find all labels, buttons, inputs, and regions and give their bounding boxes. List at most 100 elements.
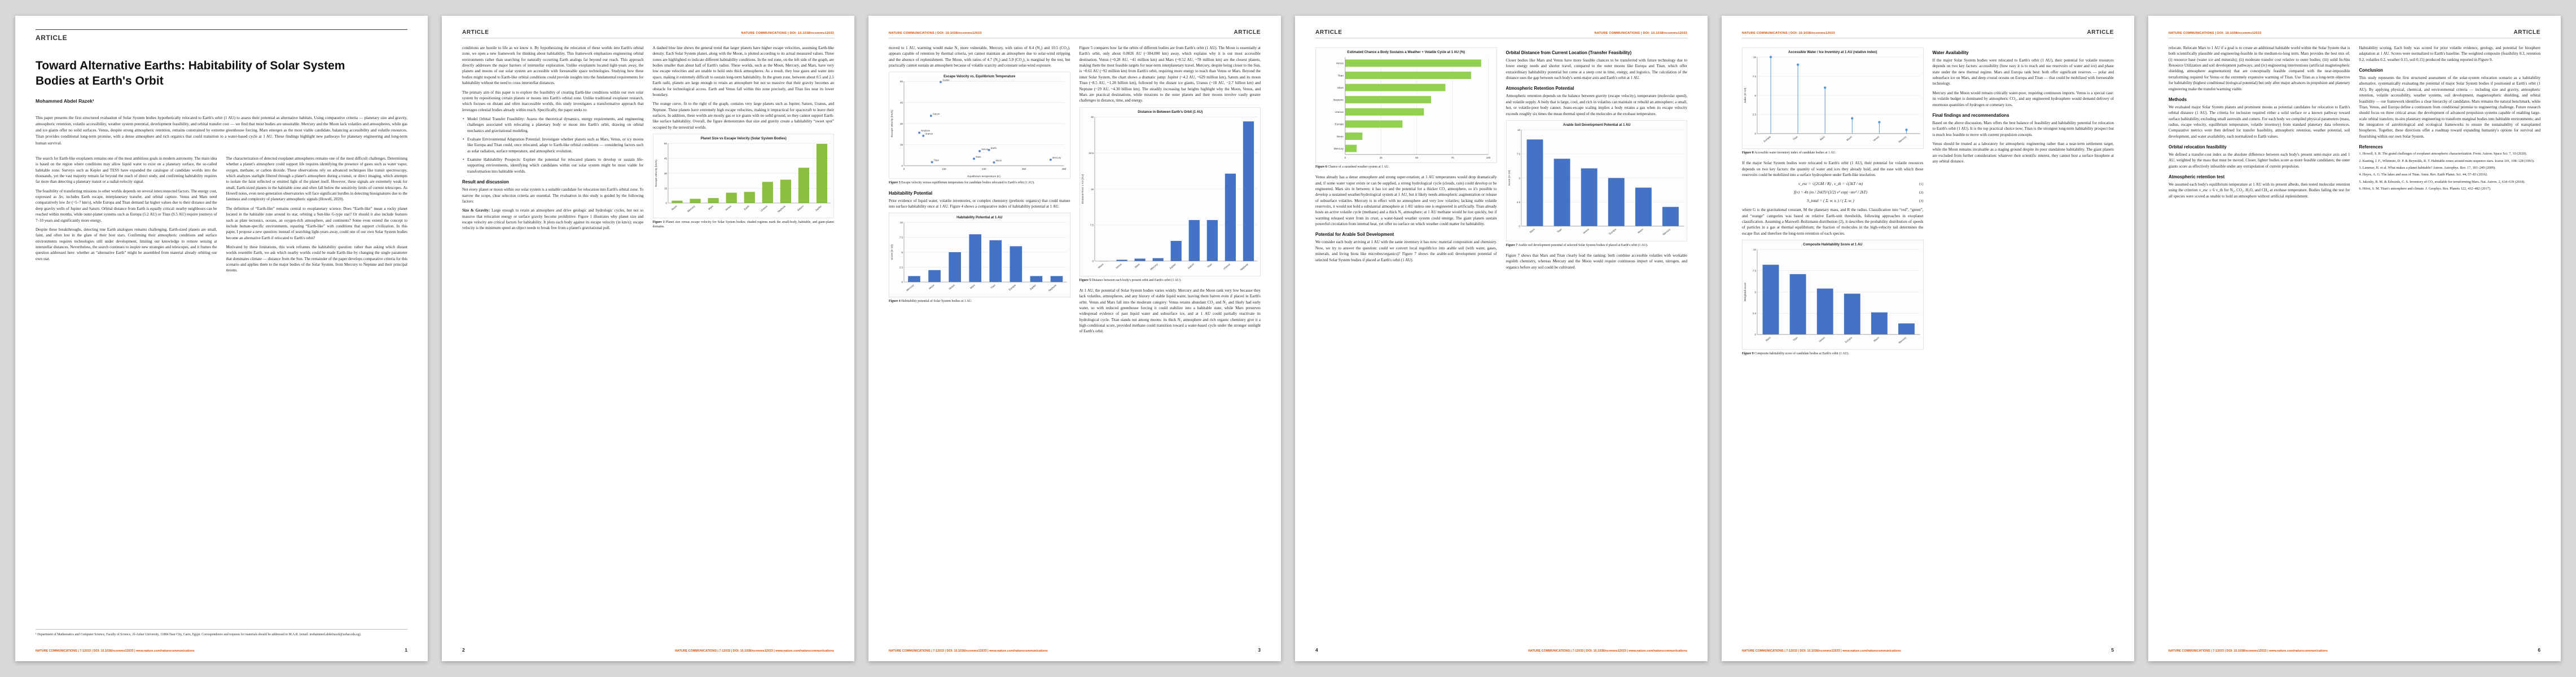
bullet-item: Evaluate Environmental Adaptation Potent…	[462, 137, 644, 154]
svg-text:Mars: Mars	[969, 284, 976, 290]
svg-text:Europa: Europa	[1008, 284, 1017, 291]
page-number: 5	[2111, 647, 2114, 653]
reference-item: 6. Hörst, S. M. Titan's atmosphere and c…	[2359, 187, 2491, 191]
equation-3: S_total = ( Σᵢ wᵢ xᵢ ) / ( Σᵢ wᵢ ) (3)	[1742, 199, 1923, 203]
column-right: Habitability scoring. Each body was scor…	[2359, 45, 2541, 203]
journal-doi-header: NATURE COMMUNICATIONS | DOI: 10.1038/nco…	[1742, 32, 1835, 35]
page-3: NATURE COMMUNICATIONS | DOI: 10.1038/nco…	[868, 16, 1281, 661]
section-heading: Methods	[2169, 96, 2187, 102]
page-number: 6	[2538, 647, 2540, 653]
equation-2: f(v) = 4π (m / 2πkT)^(3/2) v² exp(−mv² /…	[1742, 190, 1924, 195]
svg-text:Escape velocity (km/s): Escape velocity (km/s)	[890, 110, 894, 137]
svg-text:10: 10	[900, 221, 903, 224]
journal-footer-text: NATURE COMMUNICATIONS | 7:12033 | DOI: 1…	[2169, 649, 2328, 653]
body-paragraph: The orange curve, fit to the right of th…	[652, 102, 835, 130]
page-6: NATURE COMMUNICATIONS | DOI: 10.1038/nco…	[2148, 16, 2561, 661]
article-label: ARTICLE	[1315, 29, 1342, 36]
body-paragraph: Size & Gravity: Large enough to retain a…	[462, 208, 644, 231]
body-paragraph: A dashed blue line shows the general tre…	[652, 46, 835, 97]
svg-text:60: 60	[664, 142, 666, 145]
svg-text:Saturn: Saturn	[933, 113, 940, 116]
svg-text:Mercury: Mercury	[1898, 135, 1907, 143]
svg-text:Uranus: Uranus	[925, 133, 933, 135]
svg-text:Mars: Mars	[1134, 262, 1140, 269]
svg-text:Mars: Mars	[976, 156, 981, 159]
equation-number: (2)	[1919, 190, 1924, 195]
section-heading: Water Availability	[1932, 50, 1969, 55]
body-paragraph: We defined a transfer-cost index as the …	[2169, 152, 2350, 169]
page-footer: NATURE COMMUNICATIONS | 7:12033 | DOI: 1…	[462, 647, 834, 653]
svg-text:0: 0	[1519, 225, 1520, 228]
figure-8: Accessible Water / Ice Inventory at 1 AU…	[1742, 47, 1924, 155]
svg-text:Composite Habitability Score a: Composite Habitability Score at 1 AU	[1803, 243, 1862, 247]
svg-text:Europa: Europa	[1845, 336, 1853, 344]
paper-title: Toward Alternative Earths: Habitability …	[36, 59, 345, 87]
svg-text:Titan: Titan	[990, 284, 996, 289]
page-header: ARTICLE NATURE COMMUNICATIONS | DOI: 10.…	[1315, 29, 1687, 38]
svg-text:Moon: Moon	[1873, 336, 1880, 342]
section-heading: Result and discussion	[462, 179, 509, 185]
body-paragraph: Motivated by these limitations, this wor…	[226, 244, 408, 273]
figure-4: Habitability Potential at 1 AU 0 2.5 5 7.5 10…	[889, 213, 1070, 304]
figure-1: Planet Size vs Escape Velocity (Solar Sy…	[652, 134, 834, 229]
body-paragraph: If the major Solar System bodies were re…	[1742, 161, 1924, 177]
svg-text:Weighted score: Weighted score	[1744, 283, 1747, 301]
svg-text:2.5: 2.5	[899, 266, 903, 269]
body-paragraph: The search for Earth-like exoplanets rem…	[36, 156, 217, 184]
reference-item: 1. Howell, S. B. The grand challenges of…	[2359, 152, 2527, 156]
figure-8-chart: Accessible Water / Ice Inventory at 1 AU…	[1742, 47, 1924, 149]
svg-text:Distance from 1 AU (AU): Distance from 1 AU (AU)	[1081, 174, 1084, 204]
page-number: 2	[462, 647, 465, 653]
column-right: The characterization of detected exoplan…	[226, 156, 408, 277]
body-paragraph: Figure 5 compares how far the orbits of …	[1079, 46, 1261, 103]
column-right: A dashed blue line shows the general tre…	[652, 45, 835, 235]
reference-item: 4. Hayes, A. G. The lakes and seas of Ti…	[2359, 173, 2488, 177]
svg-text:Venus: Venus	[1872, 135, 1880, 142]
svg-text:Neptune: Neptune	[921, 130, 931, 133]
inline-heading: Size & Gravity:	[462, 208, 490, 213]
svg-text:Index (0–10): Index (0–10)	[1744, 87, 1747, 103]
svg-text:0: 0	[1345, 156, 1346, 159]
body-paragraph: Figure 7 shows that Mars and Titan clear…	[1506, 253, 1688, 270]
svg-text:5: 5	[901, 251, 903, 254]
svg-text:Saturn: Saturn	[1187, 262, 1195, 270]
section-heading: References	[2359, 144, 2383, 150]
svg-text:0: 0	[1754, 333, 1756, 336]
svg-text:Moon: Moon	[995, 159, 1002, 162]
reference-item: 3. Lammer, H. et al. What makes a planet…	[2359, 166, 2496, 170]
svg-text:Jupiter: Jupiter	[814, 205, 822, 212]
svg-text:0: 0	[903, 168, 905, 170]
svg-text:Neptune: Neptune	[1048, 284, 1057, 292]
section-heading: Habitability Potential	[889, 190, 933, 196]
page-5: NATURE COMMUNICATIONS | DOI: 10.1038/nco…	[1722, 16, 2134, 661]
svg-text:Saturn: Saturn	[796, 205, 804, 212]
top-rule	[36, 29, 407, 30]
column-left: Accessible Water / Ice Inventory at 1 AU…	[1742, 45, 1924, 361]
body-paragraph: The feasibility of transferring missions…	[36, 188, 217, 223]
svg-text:45: 45	[900, 102, 903, 104]
figure-7: Arable Soil Development Potential at 1 A…	[1506, 120, 1687, 248]
svg-text:Moon: Moon	[670, 205, 677, 211]
body-paragraph: Venus should be treated as a laboratory …	[1932, 141, 2114, 164]
journal-doi-header: NATURE COMMUNICATIONS | DOI: 10.1038/nco…	[1594, 32, 1687, 35]
svg-text:Moon: Moon	[1337, 135, 1344, 138]
body-paragraph: Venus already has a dense atmosphere and…	[1315, 175, 1497, 227]
equation-1: v_esc = √(2GM / R) , v_th = √(3kT / m) (…	[1742, 182, 1924, 186]
svg-text:Planet Size vs Escape Velocity: Planet Size vs Escape Velocity (Solar Sy…	[700, 137, 786, 140]
body-paragraph: where G is the gravitational constant, M…	[1742, 208, 1924, 236]
journal-doi-header: NATURE COMMUNICATIONS | DOI: 10.1038/nco…	[741, 32, 834, 35]
reference-item: 5. Jakosky, B. M. & Edwards, C. S. Inven…	[2359, 179, 2525, 184]
figure-caption-text: Accessible water inventory index of cand…	[1754, 151, 1836, 155]
abstract-text: This paper presents the first structured…	[36, 115, 407, 146]
column-right: Orbital Distance from Current Location (…	[1506, 45, 1688, 274]
svg-text:Mars: Mars	[1529, 227, 1535, 234]
svg-text:480: 480	[1062, 168, 1067, 170]
svg-text:Moon: Moon	[928, 284, 935, 290]
svg-text:10: 10	[1517, 129, 1520, 131]
svg-text:0: 0	[665, 202, 667, 205]
svg-text:Titan: Titan	[1337, 74, 1344, 77]
svg-text:Uranus: Uranus	[1222, 262, 1231, 270]
figure-3-chart: Escape Velocity vs. Equilibrium Temperat…	[889, 72, 1070, 179]
body-paragraph: If the major Solar System bodies were re…	[1932, 58, 2114, 86]
figure-caption-text: Chance of a sustained weather system at …	[1328, 165, 1390, 169]
